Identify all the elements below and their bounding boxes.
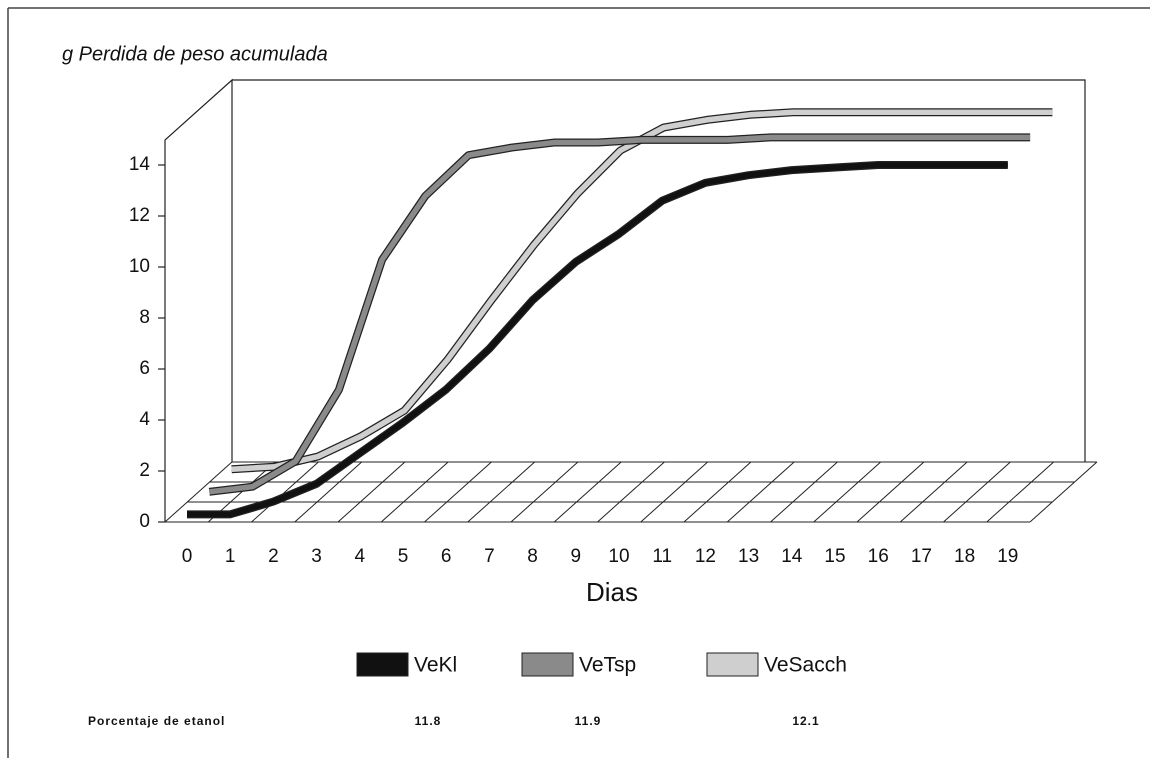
- x-tick-label: 14: [781, 546, 803, 567]
- floor-line: [510, 461, 579, 523]
- floor-line: [424, 461, 492, 523]
- left-wall: [164, 78, 233, 522]
- floor-line: [640, 461, 708, 523]
- ethanol-value: 11.8: [415, 714, 442, 728]
- axes-box: [164, 78, 1086, 522]
- legend-swatch: [521, 652, 574, 677]
- y-tick-label: 12: [129, 205, 150, 226]
- series-line: [208, 134, 1031, 495]
- x-tick-label: 5: [398, 546, 409, 567]
- legend-swatch: [706, 652, 759, 677]
- floor-line: [380, 461, 449, 523]
- floor-line: [899, 461, 968, 523]
- y-tick-label: 8: [139, 307, 150, 328]
- x-tick-label: 15: [824, 546, 845, 567]
- y-tick-label: 4: [139, 409, 150, 430]
- x-tick-label: 1: [225, 546, 236, 567]
- chart-title: g Perdida de peso acumulada: [62, 43, 328, 65]
- floor-line: [251, 461, 319, 523]
- floor-line: [856, 461, 925, 523]
- series-line: [187, 162, 1008, 518]
- floor-line: [553, 461, 622, 523]
- floor-line: [164, 461, 233, 523]
- legend-label: VeTsp: [579, 654, 636, 677]
- series-outline: [208, 133, 1031, 496]
- x-tick-label: 11: [652, 546, 672, 567]
- x-tick-label: 10: [608, 546, 629, 567]
- x-tick-label: 17: [911, 546, 932, 567]
- x-tick-label: 9: [571, 546, 582, 567]
- y-tick-label: 14: [129, 154, 151, 175]
- x-tick-label: 2: [268, 546, 279, 567]
- ethanol-value: 12.1: [792, 714, 819, 728]
- legend-label: VeSacch: [764, 654, 847, 677]
- x-tick-label: 12: [695, 546, 716, 567]
- floor-line: [726, 461, 795, 523]
- floor-line: [770, 461, 838, 523]
- floor-line: [597, 461, 665, 523]
- x-tick-label: 16: [868, 546, 889, 567]
- x-tick-label: 4: [355, 546, 366, 567]
- floor-line: [813, 461, 881, 523]
- floor-line: [1029, 461, 1098, 523]
- y-tick-label: 10: [129, 256, 150, 277]
- floor-line: [294, 461, 362, 523]
- y-tick-label: 6: [139, 358, 150, 379]
- x-tick-label: 0: [182, 546, 193, 567]
- x-tick-label: 13: [738, 546, 759, 567]
- floor-line: [467, 461, 535, 523]
- y-tick-label: 0: [139, 511, 150, 532]
- x-tick-label: 3: [311, 546, 322, 567]
- x-tick-label: 6: [441, 546, 452, 567]
- x-tick-label: 19: [997, 546, 1018, 567]
- x-tick-label: 8: [527, 546, 538, 567]
- x-axis-label: Dias: [586, 577, 638, 607]
- floor-line: [683, 461, 752, 523]
- floor-line: [986, 461, 1054, 523]
- back-wall: [232, 79, 1086, 462]
- ethanol-label: Porcentaje de etanol: [88, 714, 225, 728]
- floor-line: [943, 461, 1011, 523]
- x-tick-label: 18: [954, 546, 975, 567]
- legend-swatch: [356, 652, 409, 677]
- ethanol-value: 11.9: [575, 714, 602, 728]
- legend-label: VeKl: [414, 654, 457, 677]
- floor-line: [337, 461, 406, 523]
- y-tick-label: 2: [139, 460, 150, 481]
- x-tick-label: 7: [484, 546, 495, 567]
